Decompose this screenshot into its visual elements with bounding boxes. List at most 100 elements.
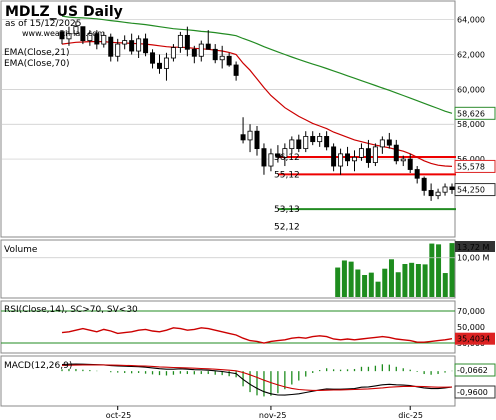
x-axis: oct-25 nov-25 dic-25 <box>106 406 423 420</box>
candle-body <box>296 139 302 150</box>
candle <box>247 124 253 153</box>
price-tick-label: 62,000 <box>457 51 485 60</box>
rsi-tick-label: 70,000 <box>457 307 485 316</box>
candle <box>143 33 149 57</box>
candle <box>275 145 281 163</box>
candle-body <box>73 26 79 35</box>
candle-body <box>80 26 86 41</box>
volume-y-axis: 10,00 M 13,72 M <box>1 241 495 263</box>
price-grid <box>1 19 455 160</box>
volume-badge-box <box>455 241 495 252</box>
candle <box>372 143 378 167</box>
candle <box>150 49 156 69</box>
candle <box>268 148 274 172</box>
candle <box>289 136 295 154</box>
volume-bar <box>409 262 415 297</box>
macd-badge-text: -0,0662 <box>457 366 488 375</box>
candle <box>94 30 100 50</box>
chart-title: MDLZ_US Daily <box>5 4 123 20</box>
price-tick-label: 60,000 <box>457 85 485 94</box>
candle-body <box>331 146 337 167</box>
candle <box>310 131 316 146</box>
candle-body <box>108 36 114 57</box>
candle-body <box>233 64 239 76</box>
candle <box>59 30 65 45</box>
price-tick-label: 58,000 <box>457 120 485 129</box>
candle <box>122 35 128 50</box>
volume-panel: Volume 10,00 M 13,72 M <box>0 239 495 299</box>
candle-body <box>240 134 246 141</box>
candle-body <box>317 136 323 143</box>
rsi-tick-label: 50,000 <box>457 323 485 332</box>
candle <box>421 176 427 196</box>
candle-body <box>143 38 149 54</box>
candle <box>407 153 413 174</box>
volume-bar <box>382 268 388 297</box>
candle <box>435 188 441 200</box>
candle <box>345 146 351 167</box>
price-panel-bg <box>0 0 456 238</box>
candle-body <box>205 43 211 50</box>
price-tick-label: 64,000 <box>457 16 485 25</box>
candle-body <box>247 130 253 141</box>
price-level-label: 53,13 <box>274 205 300 215</box>
candle <box>101 31 107 48</box>
candle <box>184 26 190 57</box>
candle-body <box>150 52 156 64</box>
candle-body <box>170 47 176 59</box>
candle-body <box>393 144 399 162</box>
candle <box>400 155 406 167</box>
volume-bar <box>442 273 448 297</box>
candle <box>80 26 86 45</box>
legend-ema21: EMA(Close,21) <box>4 48 69 58</box>
candle <box>428 183 434 201</box>
candle-body <box>407 158 413 170</box>
volume-bar <box>449 243 455 297</box>
rsi-badge-box <box>455 332 495 345</box>
price-badge-text: 55,578 <box>457 162 485 171</box>
macd-y-axis: -0,0662 -0,9600 <box>454 363 496 399</box>
rsi-panel: RSI(Close,14), SC>70, SV<30 70,000 50,000… <box>0 300 495 354</box>
candle <box>338 148 344 175</box>
candle-body <box>345 153 351 162</box>
macd-panel: MACD(12,26,9) -0,0662 -0,9600 <box>0 355 496 407</box>
candle-body <box>352 156 357 162</box>
volume-bar <box>348 261 354 297</box>
candle-body <box>324 136 330 148</box>
x-tick-label: oct-25 <box>106 411 132 420</box>
legend-ema70: EMA(Close,70) <box>4 59 69 69</box>
candle-body <box>191 48 197 57</box>
candle-body <box>177 34 183 48</box>
macd-badge-box <box>454 363 496 377</box>
candle-body <box>115 43 121 57</box>
candle <box>296 134 302 153</box>
volume-bar <box>341 260 347 297</box>
candle <box>254 125 260 156</box>
candle <box>198 40 204 62</box>
candle <box>331 143 337 172</box>
candle-body <box>101 34 107 45</box>
price-level-label: 56,12 <box>274 153 300 163</box>
candle-body <box>136 38 142 52</box>
candle-body <box>59 31 65 40</box>
volume-bar <box>355 269 361 297</box>
chart-source: www.wealth-lab.com <box>22 29 105 38</box>
candle <box>393 139 399 165</box>
price-level-label: 55,12 <box>274 170 300 180</box>
volume-bar <box>388 259 394 297</box>
candle <box>352 150 357 172</box>
rsi-badge-text: 35,4034 <box>457 335 490 344</box>
candle-body <box>226 55 232 66</box>
candle <box>136 35 142 59</box>
candle <box>233 61 239 81</box>
candle-body <box>303 136 309 150</box>
candle <box>303 131 309 153</box>
price-badge-text: 54,250 <box>457 186 485 195</box>
candle-body <box>442 186 448 193</box>
volume-bar <box>429 243 435 297</box>
candle <box>414 166 420 184</box>
price-y-axis: 64,000 62,000 60,000 58,000 56,000 <box>457 16 485 164</box>
candlesticks <box>59 21 455 201</box>
candle-body <box>129 40 135 52</box>
